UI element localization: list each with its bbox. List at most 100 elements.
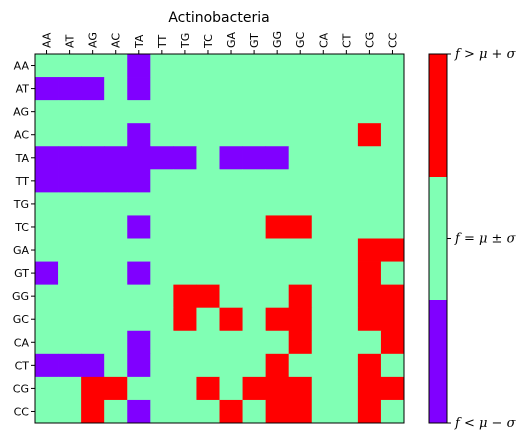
heatmap-cell [196,169,220,193]
heatmap-cell [104,307,128,332]
heatmap-cell [127,238,151,262]
heatmap-cell [81,215,105,239]
heatmap-cell [196,307,220,332]
heatmap-cell [150,376,174,401]
heatmap-cell [81,238,105,262]
heatmap-cell [334,376,359,401]
heatmap-cell [219,192,243,216]
heatmap-cell [334,284,359,309]
heatmap-cell [357,100,382,124]
heatmap-cell [334,123,359,147]
heatmap-cell [311,307,336,332]
heatmap-cell [265,146,290,170]
heatmap-cell [196,284,220,309]
heatmap-cell [150,330,174,355]
heatmap-cell [265,54,290,78]
heatmap-cell [219,284,243,309]
heatmap-cell [219,215,243,239]
colorbar-segment [429,300,447,424]
x-axis-ticks: AA AT AG AC TA TT TG TC GA GT GG GC CA CT CG CC [41,31,399,54]
heatmap-cell [380,146,405,170]
heatmap-cell [196,77,220,101]
heatmap-cell [35,376,59,401]
heatmap-cell [81,330,105,355]
x-tick-label: TA [133,34,146,49]
heatmap-cell [265,77,290,101]
heatmap-cell [242,215,267,239]
x-tick-label: GG [271,31,284,48]
heatmap-cell [196,376,220,401]
heatmap-cell [127,399,151,424]
heatmap-cell [380,77,405,101]
heatmap-cell [150,353,174,378]
heatmap-cell [58,399,82,424]
heatmap-cell [150,123,174,147]
heatmap-cell [334,399,359,424]
heatmap-cell [35,399,59,424]
heatmap-cell [242,169,267,193]
heatmap-cell [173,376,197,401]
colorbar: f > μ + σ f = μ ± σ f < μ − σ [428,47,517,431]
chart-title: Actinobacteria [168,10,269,26]
heatmap-cell [242,353,267,378]
heatmap-cell [35,123,59,147]
heatmap-cell [265,261,290,286]
heatmap-cell [265,215,290,239]
heatmap-cell [35,169,59,193]
heatmap-cell [150,54,174,78]
heatmap-cell [311,353,336,378]
heatmap-cell [357,123,382,147]
heatmap-cell [380,100,405,124]
heatmap-cell [150,146,174,170]
y-axis-ticks: AA AT AG AC TA TT TG TC GA GT GG GC CA CT CG CC [12,60,35,418]
heatmap-cell [311,192,336,216]
heatmap-cell [104,54,128,78]
heatmap-cell [288,399,313,424]
x-tick-label: AT [64,34,77,48]
heatmap-cell [242,399,267,424]
heatmap-cell [35,100,59,124]
heatmap-cell [127,146,151,170]
heatmap-cell [357,146,382,170]
heatmap-cell [265,330,290,355]
heatmap-cell [219,77,243,101]
heatmap-cell [219,261,243,286]
heatmap-cell [58,284,82,309]
heatmap-cell [357,54,382,78]
heatmap-cell [311,54,336,78]
y-tick-label: TA [15,152,30,165]
heatmap-cell [58,54,82,78]
x-tick-label: CC [386,32,399,48]
heatmap-cell [311,376,336,401]
colorbar-tick-label: f = μ ± σ [454,232,517,247]
heatmap-cell [288,307,313,332]
heatmap-cell [265,307,290,332]
heatmap-cell [150,261,174,286]
heatmap-cell [58,77,82,101]
heatmap-cell [150,169,174,193]
heatmap-cell [196,238,220,262]
heatmap-cell [104,215,128,239]
y-tick-label: AA [14,60,30,73]
heatmap-cell [173,353,197,378]
heatmap-cell [81,192,105,216]
heatmap-cell [265,353,290,378]
heatmap-cell [196,54,220,78]
heatmap-cell [242,192,267,216]
heatmap-cell [311,284,336,309]
y-tick-label: AC [14,129,29,142]
heatmap-cell [104,100,128,124]
x-tick-label: GC [294,31,307,48]
heatmap-cell [104,353,128,378]
heatmap-cell [35,192,59,216]
heatmap-cell [196,353,220,378]
heatmap-cell [81,146,105,170]
heatmap-cell [334,146,359,170]
heatmap-cell [196,100,220,124]
heatmap-cell [58,192,82,216]
heatmap-cell [334,100,359,124]
heatmap-cell [288,54,313,78]
x-tick-label: GT [248,33,261,48]
heatmap-cell [81,307,105,332]
heatmap-cell [173,330,197,355]
